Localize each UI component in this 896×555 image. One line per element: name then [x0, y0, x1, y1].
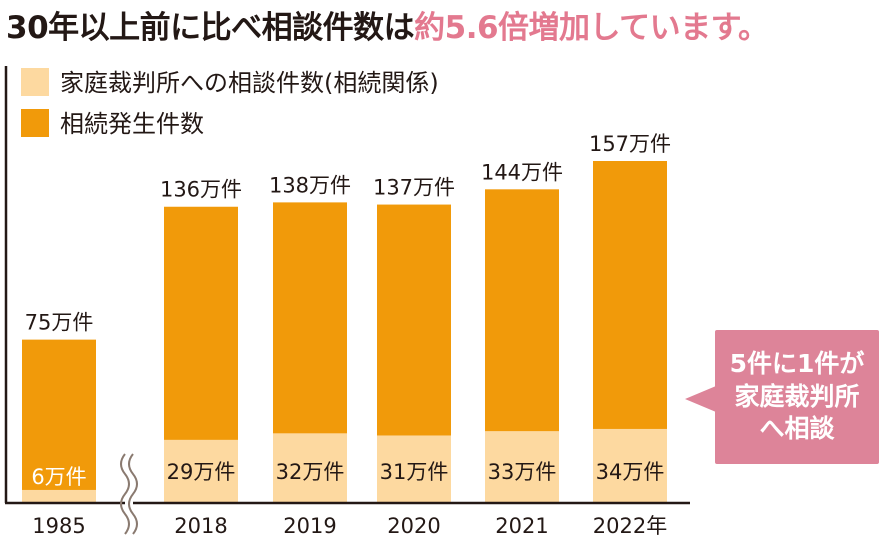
bar-consult-2020 — [377, 435, 451, 503]
bar-consult-2021 — [485, 431, 559, 503]
bar-total-1985 — [22, 339, 96, 503]
label-consult-2021: 33万件 — [488, 460, 557, 484]
legend-swatch-2 — [21, 109, 49, 137]
x-tick-2021: 2021 — [495, 514, 548, 538]
x-tick-1985: 1985 — [32, 514, 85, 538]
legend: 家庭裁判所への相談件数(相続関係) 相続発生件数 — [21, 68, 439, 138]
label-total-2022年: 157万件 — [589, 132, 671, 156]
data-labels: 75万件 6万件 1985 136万件 29万件 2018 138万件 32万件 2019 137… — [25, 132, 671, 538]
bar-consult-2022年 — [593, 428, 667, 503]
label-consult-2019: 32万件 — [276, 460, 345, 484]
bar-consult-2019 — [273, 433, 347, 503]
label-consult-2020: 31万件 — [380, 460, 449, 484]
axis — [4, 66, 690, 554]
legend-swatch-1 — [21, 68, 49, 96]
headline-main: 30年以上前に比べ相談件数は — [6, 10, 415, 46]
label-total-2019: 138万件 — [269, 173, 351, 197]
bar-consult-1985 — [22, 489, 96, 503]
callout-line-2: 家庭裁判所 — [734, 381, 860, 411]
callout-box: 5件に1件が 家庭裁判所 へ相談 — [685, 330, 879, 464]
legend-label-1: 家庭裁判所への相談件数(相続関係) — [60, 69, 439, 97]
x-tick-2022年: 2022年 — [593, 514, 667, 538]
label-consult-2022年: 34万件 — [596, 460, 665, 484]
legend-label-2: 相続発生件数 — [60, 110, 204, 138]
x-tick-2020: 2020 — [387, 514, 440, 538]
label-total-2021: 144万件 — [481, 160, 563, 184]
x-tick-2019: 2019 — [283, 514, 336, 538]
label-total-1985: 75万件 — [25, 311, 94, 335]
bar-consult-2018 — [164, 439, 238, 503]
label-total-2020: 137万件 — [373, 176, 455, 200]
headline-accent: 約5.6倍増加しています。 — [414, 10, 769, 46]
axis-break-right — [128, 453, 138, 535]
label-consult-2018: 29万件 — [167, 460, 236, 484]
label-consult-1985: 6万件 — [31, 465, 86, 489]
callout-line-3: へ相談 — [759, 414, 835, 444]
headline: 30年以上前に比べ相談件数は約5.6倍増加しています。 — [6, 2, 769, 47]
axis-break-left — [120, 453, 130, 535]
label-total-2018: 136万件 — [160, 178, 242, 202]
x-tick-2018: 2018 — [174, 514, 227, 538]
bars — [22, 161, 667, 503]
callout-line-1: 5件に1件が — [729, 349, 865, 379]
